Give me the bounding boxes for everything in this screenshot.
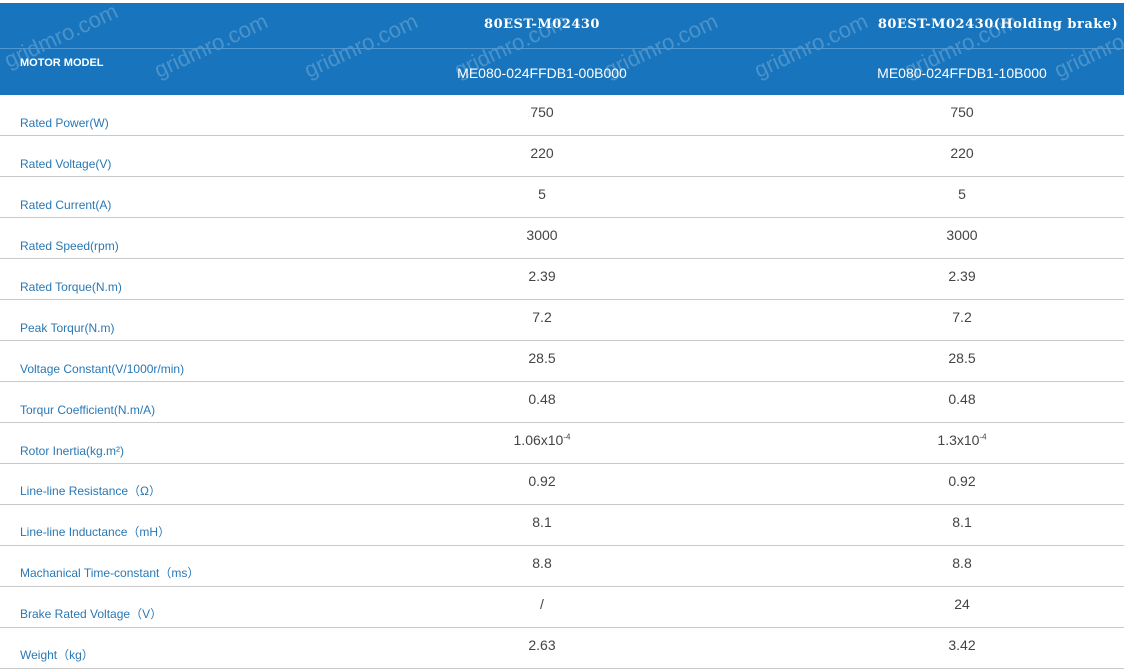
value-text: 0.48 <box>948 391 976 407</box>
table-row: Rated Speed(rpm) 3000 3000 <box>0 218 1124 259</box>
spec-value: 1.06x10-4 <box>514 432 571 448</box>
spec-value: 1.3x10-4 <box>937 432 986 448</box>
value-text: 24 <box>954 596 970 612</box>
spec-value: 8.8 <box>952 555 971 571</box>
spec-value: 750 <box>530 104 553 120</box>
spec-value: 24 <box>954 596 970 612</box>
table-header: gridmro.com gridmro.com gridmro.com grid… <box>0 3 1124 95</box>
table-row: Rated Power(W) 750 750 <box>0 95 1124 136</box>
column-model: ME080-024FFDB1-00B000 <box>457 65 627 81</box>
value-text: / <box>540 596 544 612</box>
column-title: 80EST-M02430(Holding brake) <box>877 17 1119 32</box>
header-divider <box>0 48 1124 49</box>
spec-value: 220 <box>530 145 553 161</box>
table-row: Rated Current(A) 5 5 <box>0 177 1124 218</box>
table-row: Brake Rated Voltage（V） / 24 <box>0 587 1124 628</box>
table-row: Voltage Constant(V/1000r/min) 28.5 28.5 <box>0 341 1124 382</box>
spec-value: 220 <box>950 145 973 161</box>
value-text: 5 <box>958 186 966 202</box>
spec-label: Line-line Resistance（Ω） <box>20 484 162 498</box>
value-text: 0.48 <box>528 391 556 407</box>
value-text: 28.5 <box>528 350 556 366</box>
value-text: 7.2 <box>952 309 972 325</box>
spec-value: 8.1 <box>952 514 971 530</box>
value-text: 8.8 <box>532 555 552 571</box>
value-text: 2.39 <box>948 268 976 284</box>
value-text: 2.63 <box>528 637 556 653</box>
watermark: gridmro.com <box>750 8 872 83</box>
value-text: 28.5 <box>948 350 976 366</box>
value-exponent: -4 <box>979 432 987 442</box>
column-model: ME080-024FFDB1-10B000 <box>877 65 1047 81</box>
spec-label: Rated Speed(rpm) <box>20 239 119 253</box>
value-exponent: -4 <box>563 432 571 442</box>
value-text: 750 <box>530 104 554 120</box>
spec-value: 0.92 <box>528 473 555 489</box>
column-title: 80EST-M02430 <box>484 17 600 32</box>
value-text: 5 <box>538 186 546 202</box>
spec-label: Machanical Time-constant（ms） <box>20 566 200 580</box>
spec-label: Rotor Inertia(kg.m²) <box>20 444 125 458</box>
table-row: Rated Torque(N.m) 2.39 2.39 <box>0 259 1124 300</box>
table-row: Rotor Inertia(kg.m²) 1.06x10-4 1.3x10-4 <box>0 423 1124 464</box>
table-row: Machanical Time-constant（ms） 8.8 8.8 <box>0 546 1124 587</box>
spec-value: 5 <box>958 186 966 202</box>
spec-value: 5 <box>538 186 546 202</box>
value-text: 1.3x10 <box>937 432 980 448</box>
spec-value: 2.39 <box>948 268 975 284</box>
value-text: 7.2 <box>532 309 552 325</box>
spec-label: Rated Current(A) <box>20 198 112 212</box>
spec-value: 28.5 <box>948 350 975 366</box>
value-text: 220 <box>950 145 974 161</box>
spec-label: Brake Rated Voltage（V） <box>20 607 163 621</box>
watermark: gridmro.com <box>150 8 272 83</box>
motor-model-label: MOTOR MODEL <box>20 57 104 69</box>
spec-value: 8.1 <box>532 514 551 530</box>
spec-value: 750 <box>950 104 973 120</box>
value-text: 3000 <box>526 227 558 243</box>
value-text: 8.8 <box>952 555 972 571</box>
value-text: 8.1 <box>952 514 972 530</box>
value-text: 8.1 <box>532 514 552 530</box>
table-row: Rated Voltage(V) 220 220 <box>0 136 1124 177</box>
spec-value: / <box>540 596 544 612</box>
spec-value: 3.42 <box>948 637 975 653</box>
spec-value: 3000 <box>526 227 557 243</box>
value-text: 0.92 <box>528 473 556 489</box>
table-row: Line-line Inductance（mH） 8.1 8.1 <box>0 505 1124 546</box>
value-text: 750 <box>950 104 974 120</box>
spec-value: 7.2 <box>952 309 971 325</box>
table-row: Line-line Resistance（Ω） 0.92 0.92 <box>0 464 1124 505</box>
spec-value: 2.39 <box>528 268 555 284</box>
value-text: 3000 <box>946 227 978 243</box>
spec-value: 7.2 <box>532 309 551 325</box>
spec-label: Weight（kg） <box>20 648 94 662</box>
table-row: Torqur Coefficient(N.m/A) 0.48 0.48 <box>0 382 1124 423</box>
spec-value: 3000 <box>946 227 977 243</box>
value-text: 1.06x10 <box>513 432 564 448</box>
watermark: gridmro.com <box>300 8 422 83</box>
spec-value: 28.5 <box>528 350 555 366</box>
table-row: Weight（kg） 2.63 3.42 <box>0 628 1124 669</box>
value-text: 3.42 <box>948 637 976 653</box>
spec-label: Peak Torqur(N.m) <box>20 321 115 335</box>
spec-label: Rated Voltage(V) <box>20 157 112 171</box>
spec-label: Rated Torque(N.m) <box>20 280 122 294</box>
spec-value: 0.92 <box>948 473 975 489</box>
spec-label: Line-line Inductance（mH） <box>20 525 171 539</box>
spec-value: 8.8 <box>532 555 551 571</box>
spec-value: 0.48 <box>948 391 975 407</box>
spec-label: Rated Power(W) <box>20 116 109 130</box>
table-row: Peak Torqur(N.m) 7.2 7.2 <box>0 300 1124 341</box>
spec-value: 2.63 <box>528 637 555 653</box>
spec-value: 0.48 <box>528 391 555 407</box>
value-text: 220 <box>530 145 554 161</box>
value-text: 2.39 <box>528 268 556 284</box>
spec-label: Torqur Coefficient(N.m/A) <box>20 403 156 417</box>
spec-label: Voltage Constant(V/1000r/min) <box>20 362 185 376</box>
value-text: 0.92 <box>948 473 976 489</box>
